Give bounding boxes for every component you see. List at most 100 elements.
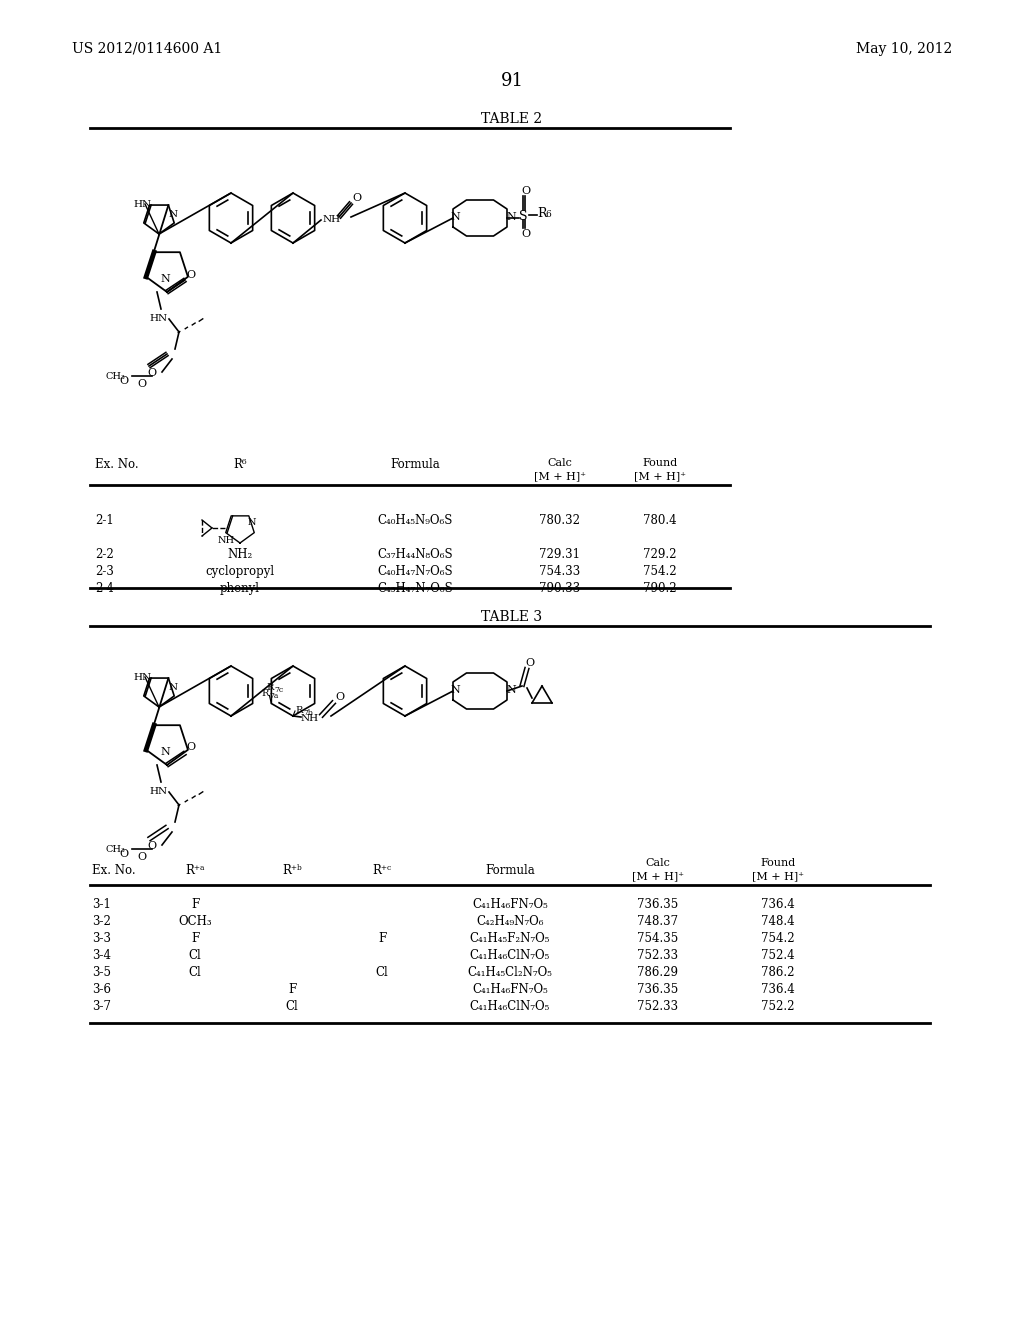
Text: 754.2: 754.2 — [761, 932, 795, 945]
Text: O: O — [521, 228, 530, 239]
Text: cyclopropyl: cyclopropyl — [206, 565, 274, 578]
Text: NH: NH — [218, 536, 236, 545]
Text: F: F — [190, 932, 199, 945]
Text: [M + H]⁺: [M + H]⁺ — [634, 471, 686, 480]
Text: N: N — [506, 213, 516, 222]
Text: C₄₁H₄₅F₂N₇O₅: C₄₁H₄₅F₂N₇O₅ — [470, 932, 550, 945]
Text: 754.33: 754.33 — [540, 565, 581, 578]
Text: 3-4: 3-4 — [92, 949, 111, 962]
Text: Formula: Formula — [390, 458, 440, 471]
Text: F: F — [288, 983, 296, 997]
Text: Cl: Cl — [376, 966, 388, 979]
Text: O: O — [137, 851, 146, 862]
Text: 790.33: 790.33 — [540, 582, 581, 595]
Text: US 2012/0114600 A1: US 2012/0114600 A1 — [72, 42, 222, 55]
Text: 780.4: 780.4 — [643, 513, 677, 527]
Text: 2-4: 2-4 — [95, 582, 114, 595]
Text: 3-7: 3-7 — [92, 1001, 111, 1012]
Text: 752.2: 752.2 — [761, 1001, 795, 1012]
Text: May 10, 2012: May 10, 2012 — [856, 42, 952, 55]
Text: C₄₃H₄₇N₇O₆S: C₄₃H₄₇N₇O₆S — [377, 582, 453, 595]
Text: Cl: Cl — [188, 966, 202, 979]
Text: O: O — [137, 379, 146, 389]
Text: 752.33: 752.33 — [637, 949, 679, 962]
Text: 3-6: 3-6 — [92, 983, 111, 997]
Text: HN: HN — [133, 673, 152, 682]
Text: Ex. No.: Ex. No. — [92, 865, 135, 876]
Text: 780.32: 780.32 — [540, 513, 581, 527]
Text: R: R — [295, 706, 302, 715]
Text: [M + H]⁺: [M + H]⁺ — [632, 871, 684, 880]
Text: O: O — [147, 368, 156, 378]
Text: Found: Found — [761, 858, 796, 869]
Text: R⁺ᶜ: R⁺ᶜ — [373, 865, 391, 876]
Text: R⁶: R⁶ — [233, 458, 247, 471]
Text: Found: Found — [642, 458, 678, 469]
Text: 736.35: 736.35 — [637, 898, 679, 911]
Text: O: O — [525, 657, 535, 668]
Text: N: N — [169, 210, 178, 219]
Text: NH₂: NH₂ — [227, 548, 253, 561]
Text: 754.2: 754.2 — [643, 565, 677, 578]
Text: 736.4: 736.4 — [761, 983, 795, 997]
Text: C₄₁H₄₆FN₇O₅: C₄₁H₄₆FN₇O₅ — [472, 983, 548, 997]
Text: O: O — [335, 692, 344, 702]
Text: N: N — [506, 685, 516, 696]
Text: N: N — [450, 213, 460, 222]
Text: O: O — [119, 849, 128, 859]
Text: C₄₁H₄₆FN₇O₅: C₄₁H₄₆FN₇O₅ — [472, 898, 548, 911]
Text: N: N — [450, 685, 460, 696]
Text: C₃₇H₄₄N₈O₆S: C₃₇H₄₄N₈O₆S — [377, 548, 453, 561]
Text: 7a: 7a — [269, 693, 279, 701]
Text: C₄₀H₄₇N₇O₆S: C₄₀H₄₇N₇O₆S — [377, 565, 453, 578]
Text: C₄₁H₄₆ClN₇O₅: C₄₁H₄₆ClN₇O₅ — [470, 949, 550, 962]
Text: Formula: Formula — [485, 865, 535, 876]
Text: S: S — [519, 210, 527, 223]
Text: 3-3: 3-3 — [92, 932, 111, 945]
Text: O: O — [352, 193, 361, 203]
Text: 729.2: 729.2 — [643, 548, 677, 561]
Text: 7c: 7c — [274, 686, 284, 694]
Text: O: O — [521, 186, 530, 195]
Text: C₄₁H₄₆ClN₇O₅: C₄₁H₄₆ClN₇O₅ — [470, 1001, 550, 1012]
Text: HN: HN — [150, 314, 167, 323]
Text: C₄₀H₄₅N₉O₆S: C₄₀H₄₅N₉O₆S — [377, 513, 453, 527]
Text: HN: HN — [150, 787, 167, 796]
Text: 3-5: 3-5 — [92, 966, 111, 979]
Text: R: R — [266, 684, 273, 693]
Text: Ex. No.: Ex. No. — [95, 458, 138, 471]
Text: 736.4: 736.4 — [761, 898, 795, 911]
Text: NH: NH — [323, 215, 341, 224]
Text: Calc: Calc — [645, 858, 671, 869]
Text: C₄₂H₄₉N₇O₆: C₄₂H₄₉N₇O₆ — [476, 915, 544, 928]
Text: C₄₁H₄₅Cl₂N₇O₅: C₄₁H₄₅Cl₂N₇O₅ — [468, 966, 552, 979]
Text: 729.31: 729.31 — [540, 548, 581, 561]
Text: 3-1: 3-1 — [92, 898, 111, 911]
Text: HN: HN — [133, 201, 152, 209]
Text: 3-2: 3-2 — [92, 915, 111, 928]
Text: 736.35: 736.35 — [637, 983, 679, 997]
Text: O: O — [119, 376, 128, 385]
Text: 6: 6 — [545, 210, 551, 219]
Text: Cl: Cl — [286, 1001, 298, 1012]
Text: 91: 91 — [501, 73, 523, 90]
Text: R⁺ᵇ: R⁺ᵇ — [283, 865, 302, 876]
Text: F: F — [378, 932, 386, 945]
Text: OCH₃: OCH₃ — [178, 915, 212, 928]
Text: R: R — [537, 207, 547, 220]
Text: 754.35: 754.35 — [637, 932, 679, 945]
Text: R⁺ᵃ: R⁺ᵃ — [185, 865, 205, 876]
Text: N: N — [160, 747, 170, 756]
Text: [M + H]⁺: [M + H]⁺ — [752, 871, 804, 880]
Text: 2-2: 2-2 — [95, 548, 114, 561]
Text: CH₃: CH₃ — [105, 372, 125, 381]
Text: TABLE 2: TABLE 2 — [481, 112, 543, 125]
Text: 748.4: 748.4 — [761, 915, 795, 928]
Text: [M + H]⁺: [M + H]⁺ — [534, 471, 586, 480]
Text: O: O — [147, 841, 156, 851]
Text: Calc: Calc — [548, 458, 572, 469]
Text: CH₃: CH₃ — [105, 845, 125, 854]
Text: O: O — [186, 742, 196, 752]
Text: 7b: 7b — [303, 709, 312, 717]
Text: Cl: Cl — [188, 949, 202, 962]
